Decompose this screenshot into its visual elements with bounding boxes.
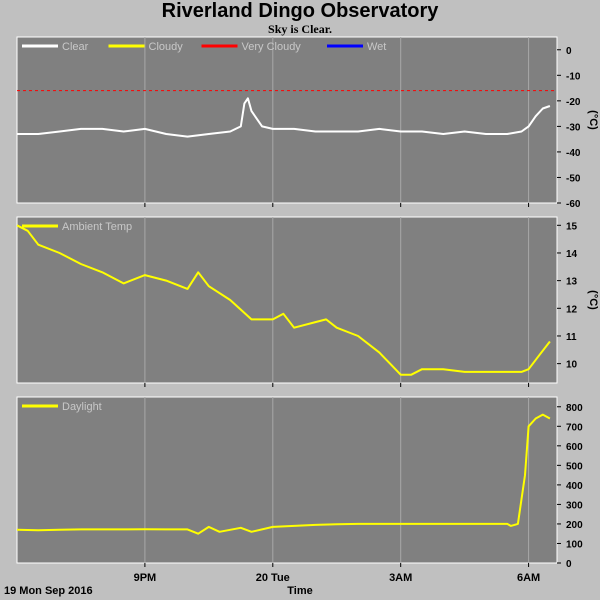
legend-label: Wet — [367, 41, 386, 53]
x-tick-label: 20 Tue — [256, 572, 290, 584]
legend-label: Daylight — [62, 401, 102, 413]
y-tick-label: 10 — [566, 360, 578, 371]
series-line — [16, 413, 551, 535]
chart-subtitle: Sky is Clear. — [268, 22, 332, 36]
y-tick-label: 100 — [566, 539, 583, 550]
y-tick-label: 0 — [566, 559, 572, 570]
y-tick-label: -10 — [566, 71, 581, 82]
plot-panel — [16, 396, 558, 564]
series-line — [17, 97, 551, 138]
y-tick-label: 14 — [566, 249, 578, 260]
y-tick-label: 200 — [566, 520, 583, 531]
y-tick-label: 600 — [566, 442, 583, 453]
x-axis-title: Time — [287, 585, 313, 597]
y-tick-label: 15 — [566, 221, 578, 232]
y-tick-label: 12 — [566, 304, 578, 315]
y-tick-label: -50 — [566, 173, 581, 184]
y-tick-label: 300 — [566, 500, 583, 511]
y-tick-label: 0 — [566, 46, 572, 57]
x-tick-label: 9PM — [134, 572, 157, 584]
chart-title: Riverland Dingo Observatory — [161, 0, 439, 22]
y-tick-label: 800 — [566, 403, 583, 414]
y-tick-label: -60 — [566, 199, 581, 210]
date-label: 19 Mon Sep 2016 — [4, 585, 93, 597]
x-tick-label: 3AM — [389, 572, 412, 584]
legend-label: Clear — [62, 41, 89, 53]
legend-label: Ambient Temp — [62, 221, 132, 233]
plot-panel — [16, 36, 558, 204]
y-tick-label: 13 — [566, 277, 578, 288]
plot-panel — [16, 216, 558, 384]
y-tick-label: 400 — [566, 481, 583, 492]
y-tick-label: 700 — [566, 422, 583, 433]
series-line — [16, 224, 551, 376]
y-axis-title: (°C) — [587, 110, 599, 130]
y-tick-label: -20 — [566, 97, 581, 108]
y-axis-title: (°C) — [587, 290, 599, 310]
legend-label: Cloudy — [149, 41, 184, 53]
y-tick-label: 500 — [566, 461, 583, 472]
y-tick-label: 11 — [566, 332, 577, 343]
legend-label: Very Cloudy — [242, 41, 302, 53]
y-tick-label: -40 — [566, 148, 581, 159]
y-tick-label: -30 — [566, 122, 581, 133]
x-tick-label: 6AM — [517, 572, 540, 584]
